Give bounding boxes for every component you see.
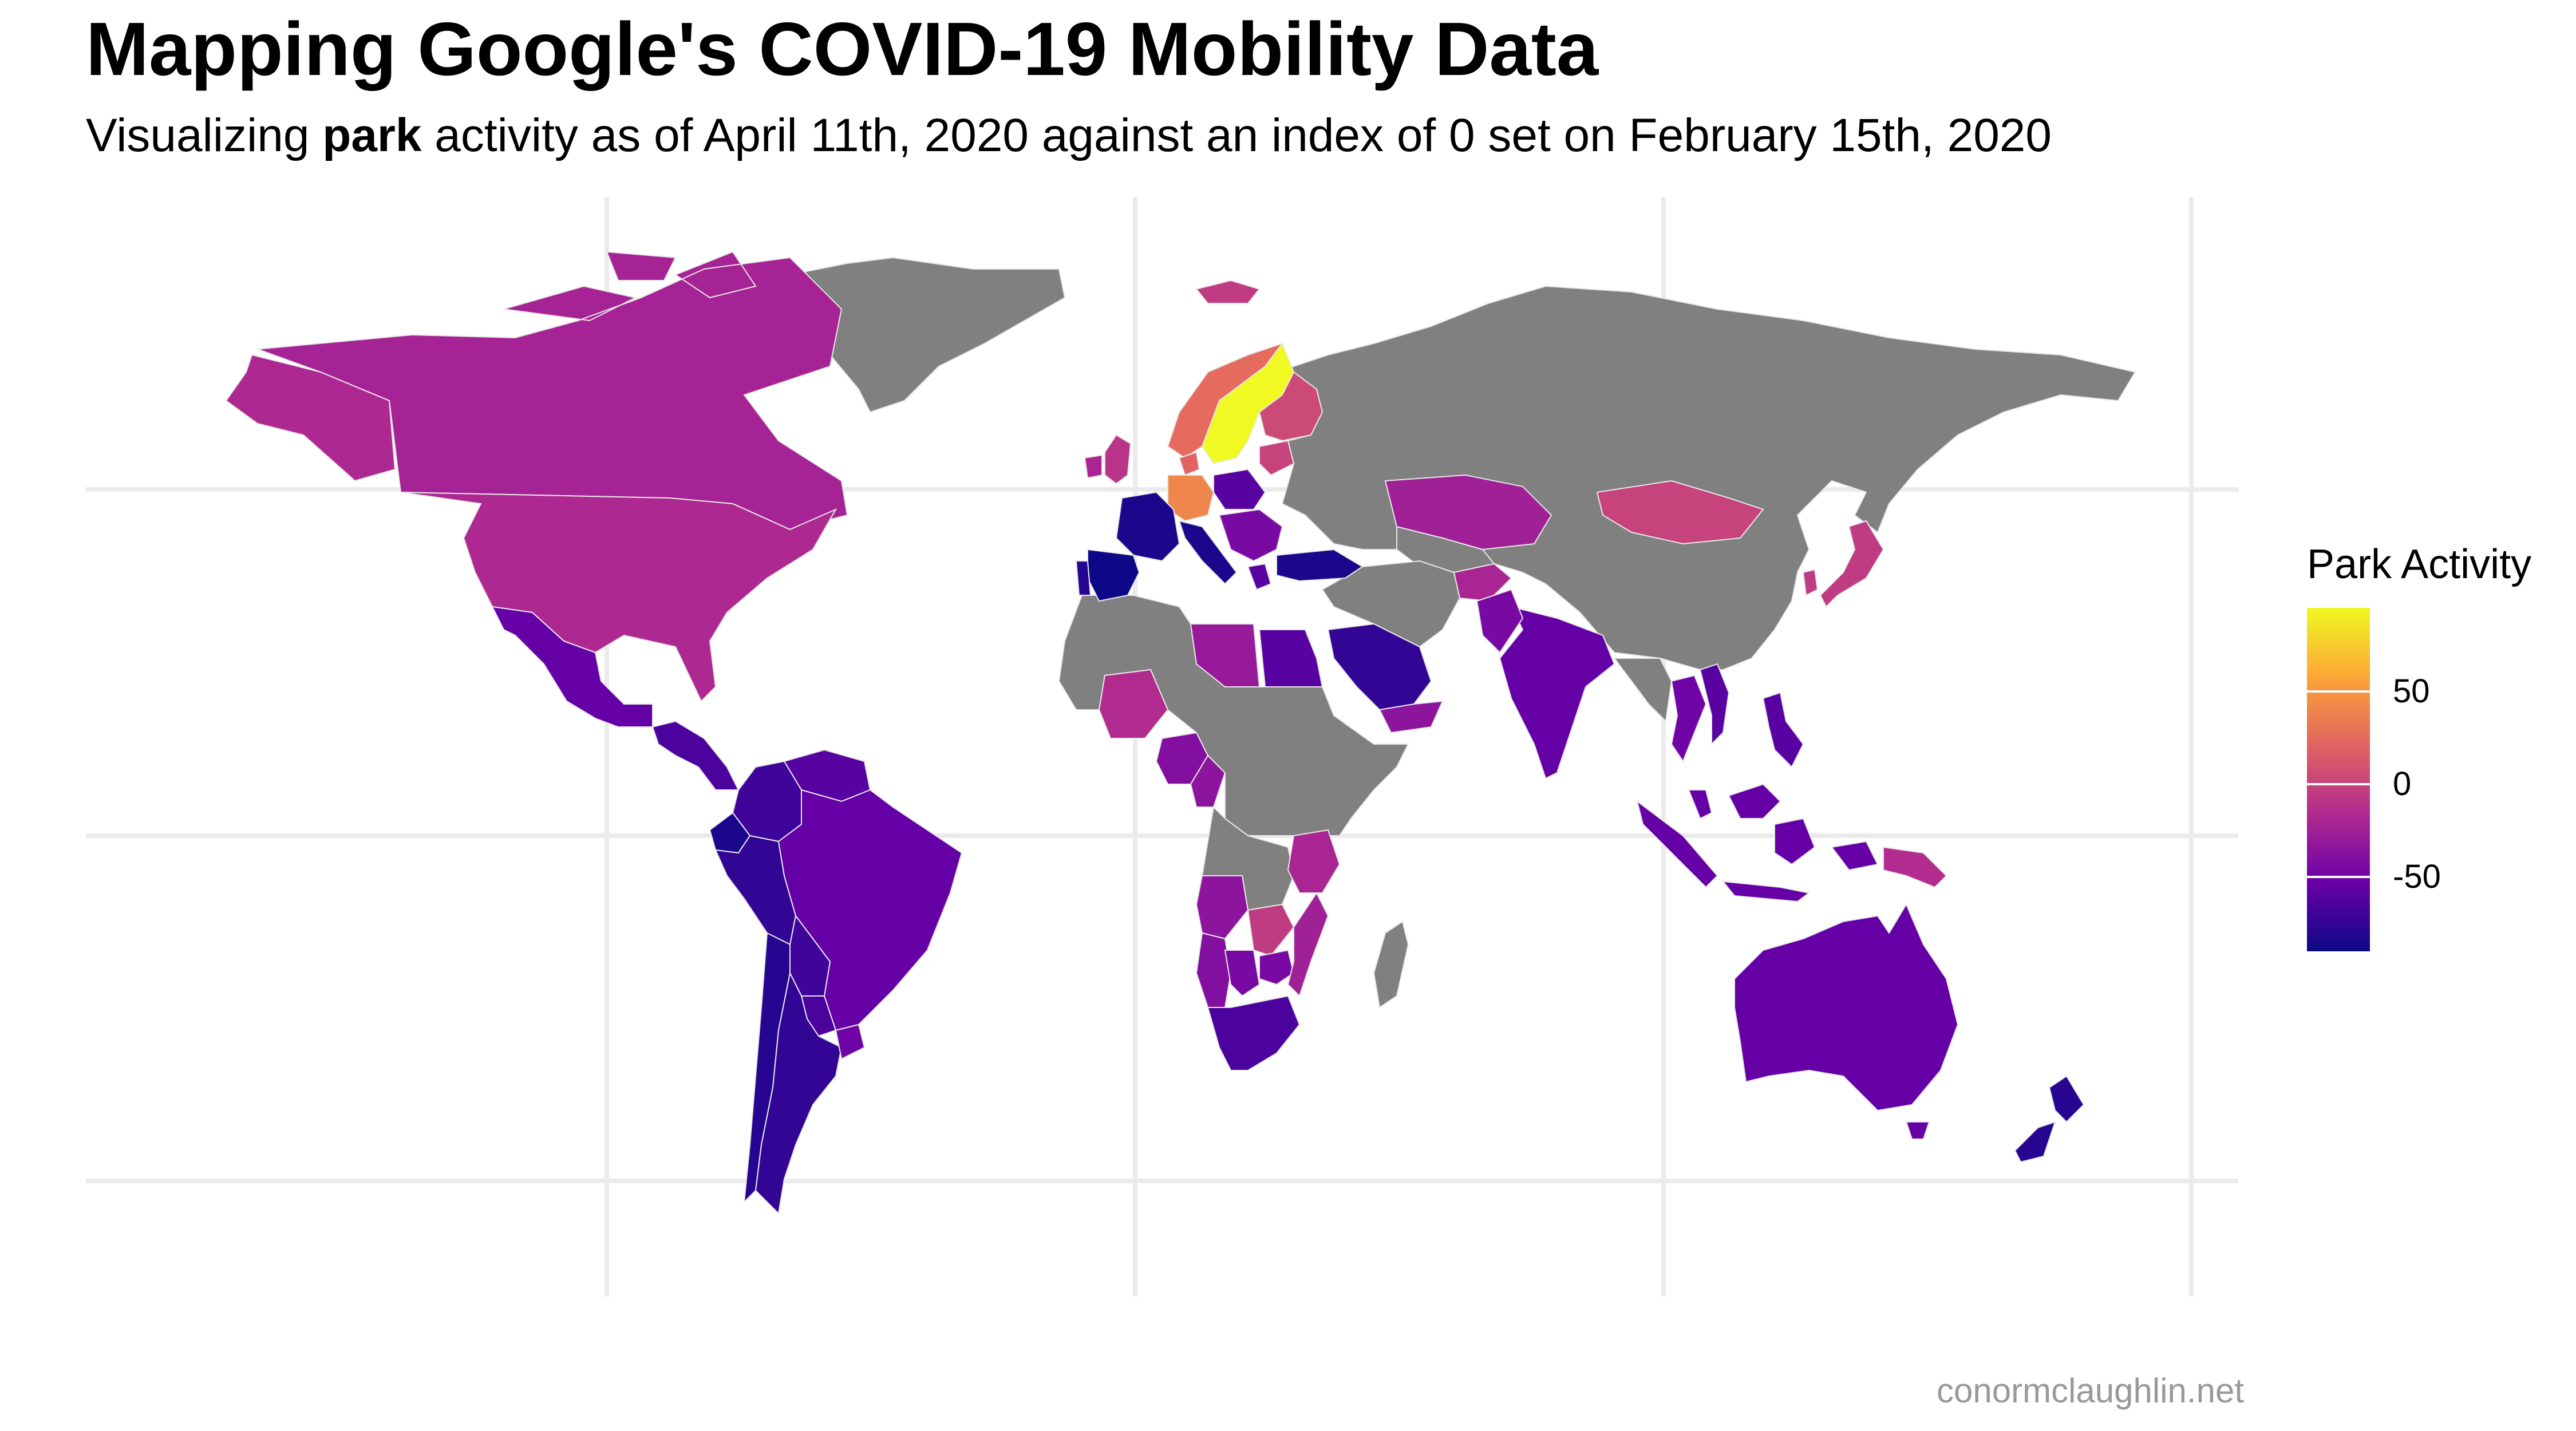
region-indonesia: [1636, 800, 1879, 903]
region-uruguay: [835, 1023, 866, 1060]
subtitle-prefix: Visualizing: [86, 109, 323, 161]
subtitle-emphasis: park: [322, 109, 422, 161]
legend-colorbar: [2307, 608, 2370, 951]
region-afghanistan: [1453, 563, 1512, 602]
subtitle-suffix: activity as of April 11th, 2020 against …: [421, 109, 2052, 161]
region-finland: [1258, 371, 1323, 442]
region-thailand: [1670, 674, 1707, 763]
region-angola: [1195, 875, 1249, 940]
region-iceland: [1195, 279, 1261, 304]
region-central-america: [651, 720, 740, 790]
region-united-kingdom: [1104, 434, 1132, 485]
region-papua-new-guinea: [1883, 846, 1947, 888]
russia-china-nodata: [1275, 285, 2136, 670]
region-argentina: [754, 971, 843, 1215]
region-united-states: [225, 354, 837, 702]
greenland-nodata: [754, 256, 1066, 413]
source-caption: conormclaughlin.net: [1937, 1371, 2244, 1410]
region-libya: [1190, 623, 1261, 687]
region-new-zealand: [2014, 1075, 2085, 1163]
region-south-korea: [1802, 568, 1819, 596]
region-south-africa: [1207, 995, 1301, 1071]
legend-title: Park Activity: [2307, 541, 2532, 587]
legend-tick-label: 0: [2393, 765, 2412, 803]
region-namibia: [1195, 932, 1232, 1008]
region-baltics: [1259, 440, 1295, 476]
region-japan: [1819, 520, 1884, 608]
region-tanzania: [1287, 829, 1341, 894]
region-mongolia: [1596, 480, 1764, 545]
region-yemen: [1378, 700, 1444, 734]
region-vietnam: [1699, 663, 1730, 746]
region-denmark: [1178, 451, 1200, 476]
region-australia: [1734, 903, 1959, 1140]
legend-tick-mark: [2307, 690, 2370, 693]
region-balkans: [1218, 508, 1283, 562]
se-asia-nodata: [1613, 658, 1673, 723]
map-subtitle: Visualizing park activity as of April 11…: [86, 109, 2052, 163]
region-zimbabwe: [1259, 949, 1295, 986]
region-mali: [1098, 669, 1169, 739]
madagascar-nodata: [1373, 920, 1409, 1009]
middle-east-nodata: [1321, 560, 1461, 648]
legend-tick-mark: [2307, 783, 2370, 786]
region-india: [1499, 606, 1615, 780]
region-malaysia: [1688, 783, 1781, 820]
region-philippines: [1762, 691, 1804, 768]
region-italy: [1178, 520, 1238, 585]
legend-tick-label: 50: [2393, 672, 2430, 710]
region-botswana: [1224, 950, 1261, 997]
region-egypt: [1258, 629, 1323, 687]
region-mozambique: [1287, 892, 1329, 997]
map-title: Mapping Google's COVID-19 Mobility Data: [86, 7, 1599, 91]
region-greece: [1247, 563, 1272, 591]
region-turkey: [1276, 548, 1364, 582]
legend-tick-label: -50: [2393, 858, 2441, 896]
legend-tick-mark: [2307, 876, 2370, 879]
region-norway: [1167, 342, 1284, 459]
region-canada: [257, 251, 848, 531]
region-pakistan: [1476, 588, 1524, 654]
region-portugal: [1075, 560, 1092, 596]
region-cameroon: [1190, 754, 1226, 808]
region-spain: [1087, 548, 1140, 602]
land-layer: [225, 251, 2136, 1215]
region-kazakhstan: [1384, 474, 1552, 551]
region-ireland: [1084, 454, 1103, 479]
region-poland: [1213, 468, 1266, 510]
region-france: [1115, 491, 1180, 562]
region-zambia: [1247, 903, 1295, 957]
